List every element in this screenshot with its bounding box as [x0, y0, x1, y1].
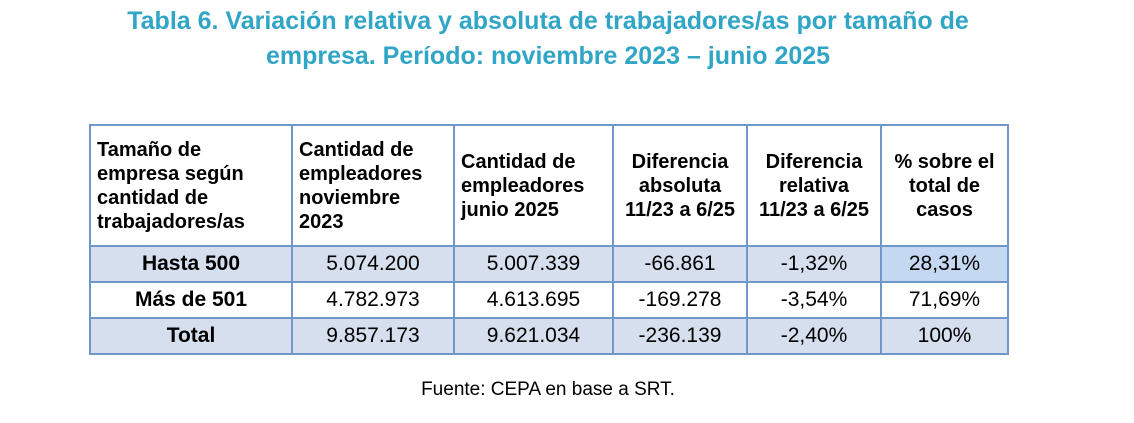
cell: -1,32% — [746, 245, 882, 283]
cell: -2,40% — [746, 317, 882, 355]
cell: -66.861 — [612, 245, 748, 283]
cell: 4.613.695 — [453, 281, 614, 319]
header-employers-nov-2023: Cantidad de empleadores noviembre 2023 — [291, 124, 455, 247]
title-line-2: empresa. Período: noviembre 2023 – junio… — [265, 42, 831, 70]
row-label: Hasta 500 — [89, 245, 293, 283]
row-label: Total — [89, 317, 293, 355]
header-relative-diff: Diferencia relativa 11/23 a 6/25 — [746, 124, 882, 247]
data-table: Tamaño de empresa según cantidad de trab… — [89, 124, 1009, 355]
source-note: Fuente: CEPA en base a SRT. — [421, 379, 675, 400]
header-row: Tamaño de empresa según cantidad de trab… — [89, 124, 1009, 247]
header-company-size: Tamaño de empresa según cantidad de trab… — [89, 124, 293, 247]
cell: 4.782.973 — [291, 281, 455, 319]
cell: 9.857.173 — [291, 317, 455, 355]
table-row: Más de 501 4.782.973 4.613.695 -169.278 … — [89, 281, 1009, 319]
cell: 100% — [880, 317, 1009, 355]
cell: 71,69% — [880, 281, 1009, 319]
cell: 5.074.200 — [291, 245, 455, 283]
header-absolute-diff: Diferencia absoluta 11/23 a 6/25 — [612, 124, 748, 247]
cell: -236.139 — [612, 317, 748, 355]
header-percent-total: % sobre el total de casos — [880, 124, 1009, 247]
cell: 5.007.339 — [453, 245, 614, 283]
title-line-1: Tabla 6. Variación relativa y absoluta d… — [127, 7, 969, 35]
cell: -169.278 — [612, 281, 748, 319]
table-title: Tabla 6. Variación relativa y absoluta d… — [0, 4, 1096, 74]
row-label: Más de 501 — [89, 281, 293, 319]
table-row: Hasta 500 5.074.200 5.007.339 -66.861 -1… — [89, 245, 1009, 283]
cell: 28,31% — [880, 245, 1009, 283]
total-row: Total 9.857.173 9.621.034 -236.139 -2,40… — [89, 317, 1009, 355]
cell: -3,54% — [746, 281, 882, 319]
cell: 9.621.034 — [453, 317, 614, 355]
header-employers-jun-2025: Cantidad de empleadores junio 2025 — [453, 124, 614, 247]
